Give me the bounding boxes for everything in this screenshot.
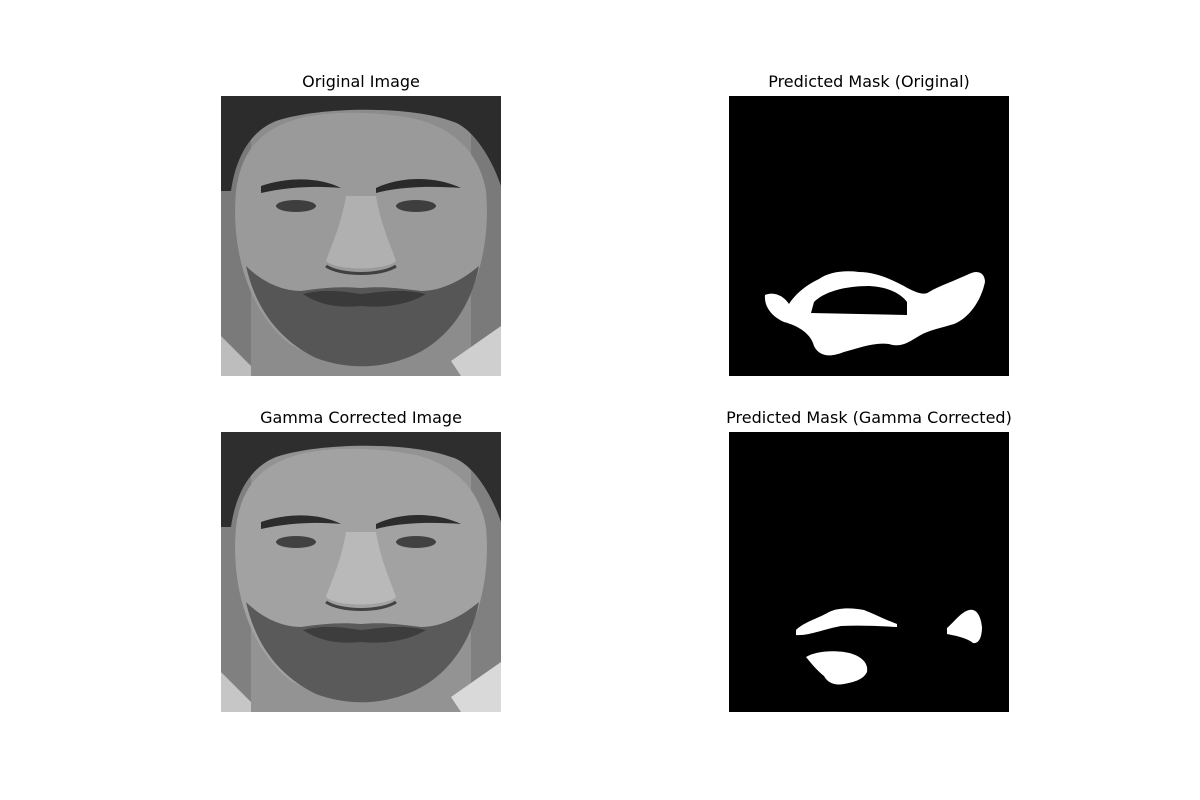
original-image	[221, 96, 501, 376]
predicted-mask-gamma-corrected	[729, 432, 1009, 712]
gamma-corrected-image-title: Gamma Corrected Image	[260, 408, 462, 427]
predicted-mask-gamma-title: Predicted Mask (Gamma Corrected)	[726, 408, 1012, 427]
gamma-corrected-image	[221, 432, 501, 712]
original-image-title: Original Image	[302, 72, 420, 91]
predicted-mask-original	[729, 96, 1009, 376]
predicted-mask-original-title: Predicted Mask (Original)	[768, 72, 970, 91]
